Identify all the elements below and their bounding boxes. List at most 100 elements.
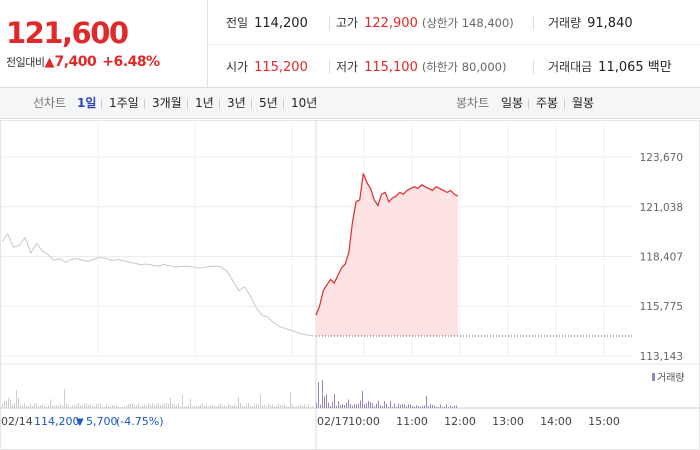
volume-bar <box>30 403 31 408</box>
volume-bar <box>206 403 207 408</box>
volume-bar <box>228 403 229 408</box>
volume-bar <box>402 404 403 408</box>
volume-bar <box>104 406 105 408</box>
candle-daily[interactable]: 일봉 <box>501 96 524 110</box>
candle-weekly[interactable]: 주봉 <box>536 96 559 110</box>
volume-bar <box>16 390 17 408</box>
volume-bar <box>198 405 199 408</box>
period-1w[interactable]: 1주일 <box>109 96 139 110</box>
volume-bar <box>70 406 71 408</box>
volume-bar <box>358 403 359 408</box>
volume-label: 거래량 <box>548 16 582 30</box>
volume-bar <box>124 406 125 408</box>
x-tick-label: 13:00 <box>492 415 524 428</box>
volume-bar <box>166 403 167 408</box>
period-5y[interactable]: 5년 <box>259 96 278 110</box>
x-tick-label: 15:00 <box>588 415 620 428</box>
period-10y[interactable]: 10년 <box>291 96 318 110</box>
volume-bar <box>286 406 287 408</box>
stat-open: 시가 115,200 <box>226 57 308 77</box>
volume-bar <box>126 405 127 408</box>
volume-bar <box>436 406 437 408</box>
y-tick-label: 115,775 <box>640 301 683 313</box>
stat-low: 저가 115,100 (하한가 80,000) <box>336 57 506 77</box>
volume-bar <box>200 404 201 408</box>
candle-monthly[interactable]: 월봉 <box>572 96 595 110</box>
volume-bar <box>32 405 33 408</box>
volume-bar <box>454 405 455 408</box>
volume-bar <box>82 405 83 408</box>
change-amount: 7,400 <box>54 54 97 70</box>
x-tick-label: 14:00 <box>540 415 572 428</box>
volume-bar <box>190 398 191 408</box>
divider <box>329 60 330 74</box>
volume-bar <box>118 406 119 408</box>
volume-bar <box>252 406 253 408</box>
volume-bar <box>410 404 411 408</box>
volume-bar <box>340 405 341 408</box>
volume-bar <box>274 406 275 408</box>
volume-bar <box>342 404 343 408</box>
volume-bar <box>74 405 75 408</box>
period-3y[interactable]: 3년 <box>227 96 246 110</box>
price-box: 121,600 전일대비▲7,400 +6.48% <box>0 0 208 88</box>
volume-bar <box>414 406 415 408</box>
volume-bar <box>306 406 307 408</box>
period-3m[interactable]: 3개월 <box>152 96 182 110</box>
volume-bar <box>416 405 417 408</box>
volume-bar <box>92 405 93 408</box>
period-1d[interactable]: 1일 <box>77 96 97 110</box>
volume-bar <box>170 397 171 408</box>
volume-bar <box>94 406 95 408</box>
volume-bar <box>426 395 427 408</box>
volume-bar <box>418 405 419 408</box>
volume-bar <box>132 403 133 408</box>
volume-bar <box>108 406 109 408</box>
volume-bar <box>144 404 145 408</box>
volume-bar <box>204 405 205 408</box>
stat-trade-value: 거래대금 11,065 백만 <box>548 57 672 77</box>
volume-bar <box>106 403 107 408</box>
volume-bar <box>174 403 175 408</box>
divider <box>528 99 529 109</box>
volume-bar <box>238 397 239 408</box>
volume-bar <box>318 381 319 408</box>
change-percent: +6.48% <box>102 54 160 70</box>
volume-bar <box>34 403 35 408</box>
volume-bar <box>38 406 39 408</box>
volume-bar <box>308 405 309 408</box>
volume-bar <box>120 406 121 408</box>
x-tick-label: 10:00 <box>348 415 380 428</box>
volume-bar <box>178 403 179 408</box>
volume-bar <box>394 403 395 408</box>
volume-bar <box>156 404 157 408</box>
volume-bar <box>112 405 113 408</box>
prev-close-value: 114,200 <box>254 16 308 31</box>
volume-bar <box>6 400 7 408</box>
volume-bar <box>164 403 165 408</box>
volume-bar <box>58 405 59 408</box>
volume-bar <box>168 403 169 408</box>
volume-bar <box>294 406 295 408</box>
volume-bar <box>184 406 185 408</box>
low-value: 115,100 <box>364 60 418 75</box>
change-row: 전일대비▲7,400 +6.48% <box>6 54 160 70</box>
volume-bar <box>116 405 117 408</box>
period-1y[interactable]: 1년 <box>195 96 214 110</box>
volume-bar <box>362 390 363 408</box>
volume-bar <box>26 406 27 408</box>
volume-bar <box>138 403 139 408</box>
volume-bar <box>62 405 63 408</box>
volume-bar <box>130 404 131 408</box>
volume-bar <box>378 400 379 408</box>
volume-bar <box>14 402 15 408</box>
volume-bar <box>282 405 283 408</box>
volume-bar <box>446 404 447 408</box>
high-value: 122,900 <box>364 16 418 31</box>
divider <box>144 99 145 109</box>
volume-bar <box>44 406 45 408</box>
volume-bar <box>182 394 183 408</box>
volume-bar <box>72 405 73 408</box>
volume-bar <box>428 406 429 408</box>
volume-bar <box>60 404 61 408</box>
